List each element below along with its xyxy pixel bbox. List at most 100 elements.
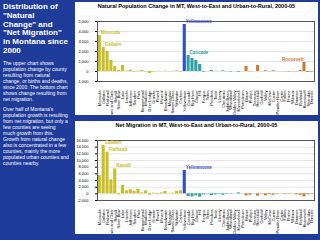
svg-text:Lake: Lake	[120, 209, 126, 219]
svg-text:Big Horn: Big Horn	[189, 209, 195, 226]
html-text:Natural Population Change in M: Natural Population Change in MT, West-to…	[97, 3, 296, 9]
svg-text:-1,000: -1,000	[77, 79, 89, 84]
svg-text:Meagher: Meagher	[166, 90, 172, 107]
svg-text:Silver Bow: Silver Bow	[116, 209, 122, 229]
svg-text:Richland: Richland	[297, 90, 303, 107]
svg-text:Gallatin: Gallatin	[105, 42, 122, 47]
svg-text:14,000: 14,000	[76, 144, 89, 149]
svg-text:10,000: 10,000	[76, 158, 89, 163]
svg-text:0: 0	[86, 69, 89, 74]
svg-text:Garfield: Garfield	[259, 90, 265, 105]
svg-text:Missoula: Missoula	[101, 30, 121, 35]
svg-text:Madison: Madison	[143, 90, 149, 106]
svg-text:Granite: Granite	[151, 209, 157, 223]
svg-text:Valley: Valley	[263, 90, 269, 102]
svg-text:Liberty: Liberty	[216, 90, 222, 103]
svg-text:Flathead: Flathead	[104, 209, 110, 226]
svg-text:Broadwater: Broadwater	[162, 90, 168, 111]
svg-text:Prairie: Prairie	[286, 90, 292, 103]
svg-text:Ravalli: Ravalli	[112, 209, 118, 222]
svg-text:Madison: Madison	[143, 209, 149, 225]
svg-text:Phillips: Phillips	[247, 90, 253, 104]
svg-text:Chouteau: Chouteau	[220, 90, 226, 108]
svg-text:Cascade: Cascade	[185, 90, 191, 107]
svg-text:Glacier: Glacier	[193, 209, 199, 223]
svg-text:Flathead: Flathead	[104, 90, 110, 107]
svg-text:8,000: 8,000	[78, 164, 89, 169]
svg-text:Pondera: Pondera	[209, 90, 215, 106]
svg-text:Fergus: Fergus	[201, 90, 207, 103]
svg-text:Ravalli: Ravalli	[116, 163, 131, 168]
svg-text:Sanders: Sanders	[131, 90, 137, 106]
svg-text:Roosevelt: Roosevelt	[301, 90, 307, 109]
svg-text:Yellowstone: Yellowstone	[186, 19, 213, 24]
svg-text:Roosevelt: Roosevelt	[282, 57, 304, 62]
svg-text:Beaverhead: Beaverhead	[139, 209, 145, 232]
svg-text:Missoula: Missoula	[97, 90, 103, 107]
svg-text:Sheridan: Sheridan	[305, 90, 311, 107]
svg-text:5,000: 5,000	[78, 19, 89, 24]
svg-text:Glacier: Glacier	[193, 90, 199, 104]
svg-text:Yellowstone: Yellowstone	[186, 165, 213, 170]
svg-text:Powder River: Powder River	[274, 90, 280, 115]
svg-text:2,000: 2,000	[78, 184, 89, 189]
svg-text:Deer Lodge: Deer Lodge	[147, 90, 153, 112]
svg-text:Teton: Teton	[205, 90, 211, 101]
svg-text:Daniels: Daniels	[309, 210, 314, 223]
html-text:Over half of Montana's populat: Over half of Montana's population growth…	[3, 105, 69, 166]
svg-text:Lake: Lake	[120, 90, 126, 100]
svg-text:Missoula: Missoula	[97, 209, 103, 226]
svg-text:Park: Park	[135, 90, 141, 99]
svg-text:Mineral: Mineral	[158, 90, 164, 104]
svg-text:Carter: Carter	[278, 90, 284, 102]
svg-text:Stillwater: Stillwater	[174, 90, 180, 107]
svg-text:Treasure: Treasure	[251, 90, 257, 107]
svg-text:6,000: 6,000	[78, 171, 89, 176]
svg-text:Rosebud: Rosebud	[255, 90, 261, 107]
svg-text:Custer: Custer	[270, 90, 276, 103]
svg-text:Fallon: Fallon	[282, 90, 288, 102]
svg-text:2,000: 2,000	[78, 49, 89, 54]
svg-text:Flathead: Flathead	[109, 147, 128, 152]
svg-text:Hill: Hill	[197, 90, 203, 97]
svg-text:Park: Park	[135, 209, 141, 218]
svg-text:Cascade: Cascade	[185, 209, 191, 226]
svg-text:Deer Lodge: Deer Lodge	[147, 209, 153, 231]
svg-text:Granite: Granite	[151, 90, 157, 104]
svg-text:12,000: 12,000	[76, 151, 89, 156]
svg-text:Ravalli: Ravalli	[112, 90, 118, 103]
svg-text:4,000: 4,000	[78, 178, 89, 183]
svg-text:Carbon: Carbon	[178, 90, 184, 104]
svg-text:Lincoln: Lincoln	[124, 209, 130, 223]
svg-text:Stillwater: Stillwater	[174, 209, 180, 226]
html-text:Net Migration in MT, West-to-E: Net Migration in MT, West-to-East and Ur…	[115, 122, 278, 128]
html-text:Distribution of "Natural Chang: Distribution of "Natural Change" and "Ne…	[3, 2, 68, 55]
svg-text:0: 0	[86, 191, 89, 196]
svg-text:16,000: 16,000	[76, 138, 89, 143]
svg-text:Sweet Grass: Sweet Grass	[170, 209, 176, 233]
svg-text:3,000: 3,000	[78, 39, 89, 44]
svg-text:Carbon: Carbon	[178, 209, 184, 223]
svg-text:4,000: 4,000	[78, 29, 89, 34]
svg-text:Toole: Toole	[212, 90, 218, 101]
svg-text:Wibaux: Wibaux	[290, 90, 296, 104]
svg-text:Musselshell: Musselshell	[236, 90, 242, 112]
svg-text:Mineral: Mineral	[158, 209, 164, 223]
svg-text:Broadwater: Broadwater	[162, 209, 168, 230]
svg-text:Cascade: Cascade	[190, 50, 209, 55]
svg-text:Gallatin: Gallatin	[105, 140, 122, 145]
svg-text:Meagher: Meagher	[166, 209, 172, 226]
html-text:The upper chart shows populati: The upper chart shows population change …	[3, 59, 68, 102]
svg-text:Beaverhead: Beaverhead	[139, 90, 145, 113]
svg-text:Lincoln: Lincoln	[124, 90, 130, 104]
svg-text:Sanders: Sanders	[131, 209, 137, 225]
svg-text:1,000: 1,000	[78, 59, 89, 64]
svg-text:Wheatland: Wheatland	[228, 90, 234, 110]
svg-text:Daniels: Daniels	[309, 91, 314, 104]
svg-text:Sweet Grass: Sweet Grass	[170, 90, 176, 114]
svg-text:Judith Basin: Judith Basin	[224, 90, 230, 113]
svg-text:Blaine: Blaine	[243, 90, 249, 102]
svg-text:Big Horn: Big Horn	[189, 90, 195, 107]
svg-text:-2,000: -2,000	[77, 198, 89, 203]
svg-text:Silver Bow: Silver Bow	[116, 90, 122, 110]
